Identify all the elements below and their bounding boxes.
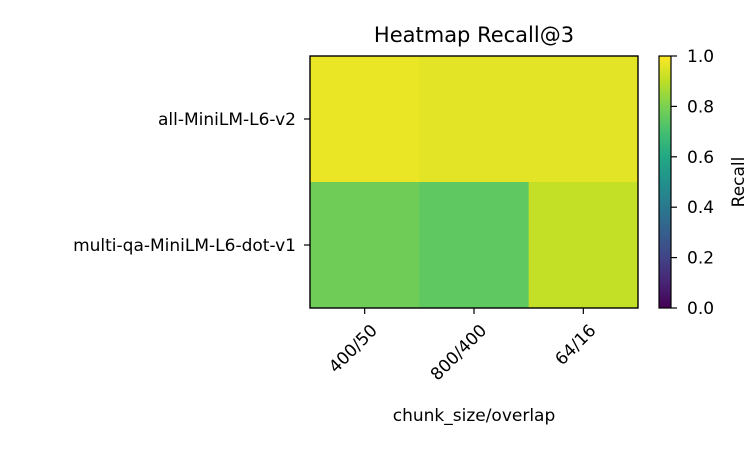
x-tick-label: 800/400 (427, 321, 491, 385)
heatmap-cell (528, 182, 639, 309)
colorbar-label: Recall (729, 157, 749, 208)
x-tick-label: 64/16 (552, 321, 601, 370)
heatmap-cell (310, 182, 420, 309)
colorbar-ticks: 0.0 0.2 0.4 0.6 0.8 1.0 (671, 47, 714, 319)
chart-title: Heatmap Recall@3 (374, 23, 574, 47)
colorbar (658, 55, 672, 309)
colorbar-tick-label: 0.8 (687, 97, 714, 117)
colorbar-tick-label: 0.2 (687, 249, 714, 269)
x-axis-ticks: 400/50 800/400 64/16 (325, 308, 600, 385)
colorbar-tick-label: 0.6 (687, 148, 714, 168)
x-tick-label: 400/50 (325, 321, 381, 377)
heatmap-cell (310, 56, 420, 183)
colorbar-tick-label: 0.4 (687, 198, 714, 218)
heatmap-cell (419, 182, 530, 309)
y-tick-label: multi-qa-MiniLM-L6-dot-v1 (73, 236, 296, 256)
heatmap-cells (310, 56, 639, 309)
heatmap-cell (419, 56, 530, 183)
colorbar-tick-label: 0.0 (687, 299, 714, 319)
heatmap-cell (528, 56, 639, 183)
y-axis-ticks: all-MiniLM-L6-v2 multi-qa-MiniLM-L6-dot-v… (73, 110, 310, 256)
y-tick-label: all-MiniLM-L6-v2 (158, 110, 296, 130)
x-axis-label: chunk_size/overlap (393, 406, 556, 426)
colorbar-tick-label: 1.0 (687, 47, 714, 67)
